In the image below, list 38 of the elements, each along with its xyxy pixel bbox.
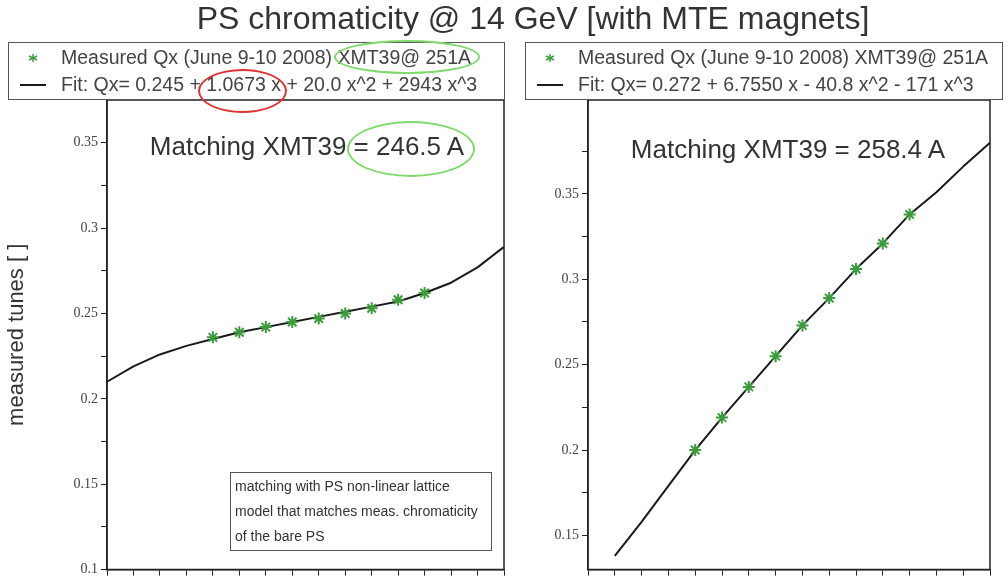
y-tick-label: 0.25 xyxy=(73,305,98,321)
legend-label: Measured Qx (June 9-10 2008) XMT39@ 251A xyxy=(61,46,472,69)
y-tick-label: 0.15 xyxy=(554,527,579,543)
y-tick-label: 0.3 xyxy=(561,270,579,286)
point xyxy=(232,325,247,340)
legend-label: Fit: Qx= 0.272 + 6.7550 x - 40.8 x^2 - 171 x^3 xyxy=(578,73,974,96)
point xyxy=(741,379,756,394)
y-tick-label: 0.2 xyxy=(561,441,579,457)
point xyxy=(768,349,783,364)
y-tick-label: 0.25 xyxy=(554,356,579,372)
point xyxy=(205,330,220,345)
point xyxy=(822,291,837,306)
point xyxy=(338,306,353,321)
point xyxy=(364,301,379,316)
point xyxy=(795,318,810,333)
point xyxy=(875,236,890,251)
point xyxy=(849,262,863,277)
y-tick-label: 0.15 xyxy=(73,475,98,491)
point xyxy=(311,311,326,326)
point xyxy=(902,207,917,222)
point xyxy=(417,285,432,300)
chart-title: PS chromaticity @ 14 GeV [with MTE magnets] xyxy=(195,0,871,37)
annotation: Matching XMT39 = 258.4 A xyxy=(629,134,947,165)
y-axis-title: measured tunes [ ] xyxy=(3,243,29,426)
point xyxy=(258,320,273,335)
point xyxy=(688,443,703,458)
legend-label: Fit: Qx= 0.245 + 1.0673 x + 20.0 x^2 + 2943 x^3 xyxy=(61,73,478,96)
point xyxy=(285,314,300,329)
point xyxy=(391,292,406,307)
annotation: Matching XMT39 = 246.5 A xyxy=(148,131,466,162)
y-tick-label: 0.2 xyxy=(80,390,98,406)
y-tick-label: 0.3 xyxy=(80,219,98,235)
y-tick-label: 0.35 xyxy=(554,185,579,201)
y-tick-label: 0.1 xyxy=(80,561,98,577)
annotation: matching with PS non-linear lattice model that matches meas. chromaticity of the bare PS xyxy=(230,472,492,551)
y-tick-label: 0.35 xyxy=(73,134,98,150)
point xyxy=(715,410,729,425)
legend-label: Measured Qx (June 9-10 2008) XMT39@ 251A xyxy=(578,46,989,69)
